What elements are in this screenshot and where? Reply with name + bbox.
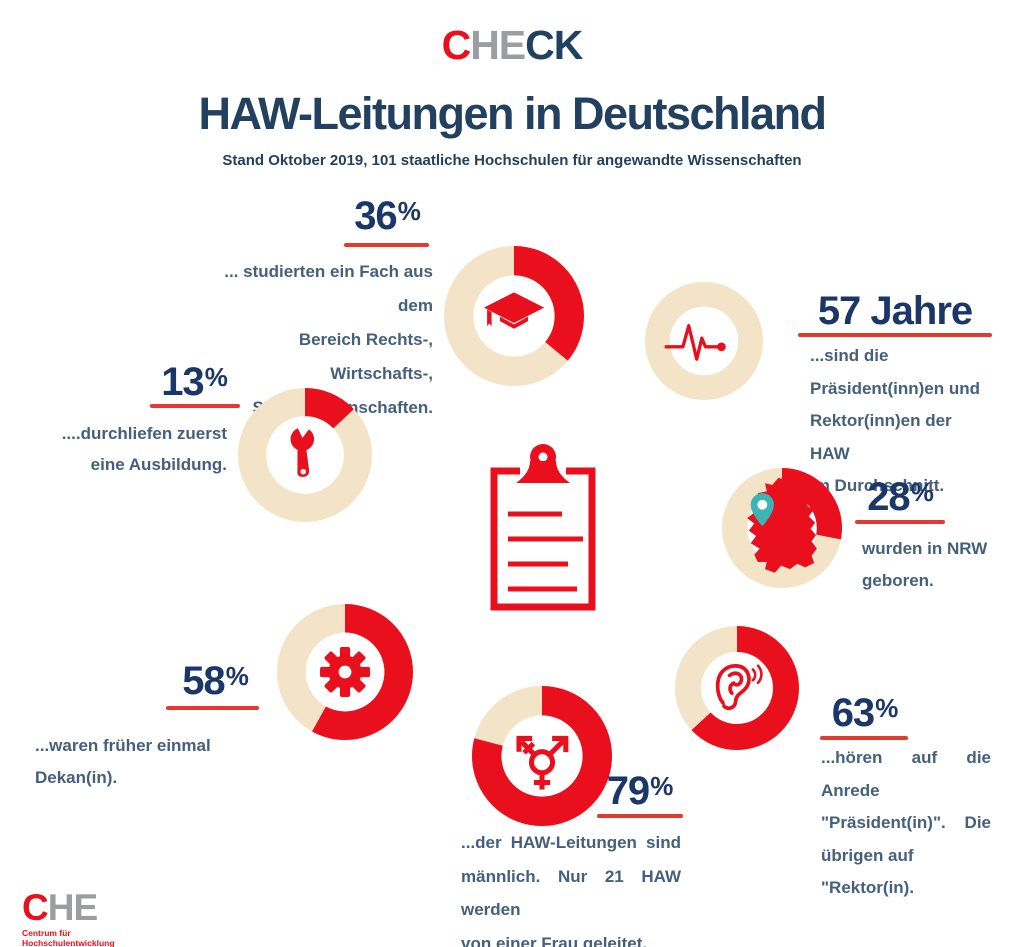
stat-value: 79% (606, 769, 674, 813)
ear-icon (715, 664, 763, 711)
donut-chart-alter (645, 282, 763, 400)
check-logo: CHECK (0, 25, 1024, 66)
caption-line: ....durchliefen zuerst (61, 424, 227, 443)
che-tagline: Centrum für Hochschulentwicklung (22, 928, 120, 947)
wrench-icon (290, 424, 315, 477)
gear-icon (320, 647, 370, 697)
donut-chart-anrede (675, 626, 799, 750)
stat-value: 58% (182, 659, 249, 703)
graduation-cap-icon (483, 292, 545, 329)
che-tagline-line: Hochschulentwicklung (22, 938, 115, 947)
clipboard-icon (490, 444, 596, 611)
caption-line: ...sind die (810, 346, 889, 365)
stat-underline (166, 706, 259, 710)
caption-line: geboren. (862, 571, 934, 590)
caption-line: Präsident(inn)en und (810, 378, 980, 398)
check-logo-ck: CK (525, 22, 583, 68)
donut-chart-studium (444, 246, 584, 386)
caption-line: "Präsident(in)". Die (821, 813, 991, 832)
che-wordmark: CHE (22, 887, 98, 928)
stat-caption: ....durchliefen zuerst eine Ausbildung. (55, 418, 227, 480)
donut-chart-ausbildung (238, 388, 372, 522)
stat-underline (798, 333, 992, 337)
stat-caption: ...waren früher einmal Dekan(in). (35, 730, 275, 794)
caption-line: männlich. Nur 21 HAW werden (461, 866, 681, 920)
caption-line: im Durchschnitt. (810, 476, 945, 495)
donut-chart-maennlich (472, 686, 612, 826)
caption-line: Rektor(inn)en der HAW (810, 411, 952, 463)
page-title: HAW-Leitungen in Deutschland (198, 88, 827, 139)
location-pin-icon (750, 493, 774, 527)
check-logo-c: C (441, 22, 472, 68)
pulse-icon (664, 324, 726, 361)
caption-line: wurden in NRW (862, 539, 988, 558)
che-tagline-line: Centrum für (22, 928, 71, 938)
check-logo-he: HE (470, 22, 526, 68)
donut-chart-dekan (277, 604, 413, 740)
stat-underline (597, 814, 683, 818)
transgender-symbol-icon (516, 735, 569, 790)
stat-underline (150, 404, 240, 408)
donut-chart-nrw (722, 468, 842, 588)
page-subtitle: Stand Oktober 2019, 101 staatliche Hochs… (222, 152, 802, 169)
stat-caption: ...der HAW-Leitungen sind männlich. Nur … (461, 826, 681, 947)
caption-line: eine Ausbildung. (90, 455, 227, 474)
stat-value: 13% (161, 360, 228, 404)
caption-line: von einer Frau geleitet. (461, 933, 648, 947)
caption-line: Bereich Rechts-, Wirtschafts-, (298, 330, 433, 383)
stat-value: 57 Jahre (817, 289, 973, 333)
stat-caption: ...hören auf die Anrede "Präsident(in)".… (821, 742, 991, 905)
stat-underline (344, 243, 429, 247)
caption-line: ...waren früher einmal Dekan(in). (35, 736, 211, 787)
stat-value: 28% (867, 475, 934, 519)
caption-line: übrigen auf "Rektor(in). (821, 845, 915, 898)
stat-value: 36% (354, 194, 421, 238)
germany-map-icon (747, 477, 817, 573)
caption-line: ...hören auf die Anrede (821, 748, 991, 800)
stat-value: 63% (831, 691, 899, 735)
stat-underline (820, 736, 908, 740)
stat-caption: wurden in NRW geboren. (862, 533, 997, 597)
stat-caption: ...sind die Präsident(inn)en und Rektor(… (810, 340, 995, 503)
stat-underline (855, 520, 945, 524)
caption-line: ... studierten ein Fach aus dem (224, 262, 433, 315)
che-logo: CHE Centrum für Hochschulentwicklung (22, 889, 120, 947)
caption-line: ...der HAW-Leitungen sind (461, 833, 681, 852)
